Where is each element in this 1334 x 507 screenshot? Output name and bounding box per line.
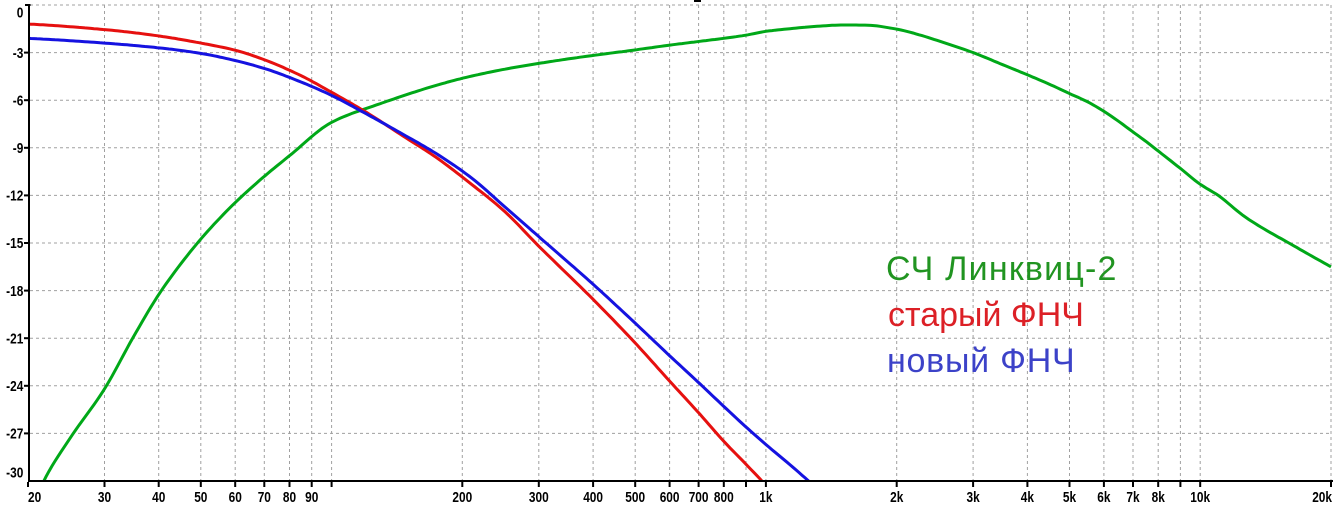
svg-text:400: 400 (583, 489, 603, 505)
svg-text:-27: -27 (6, 426, 23, 442)
svg-text:8k: 8k (1152, 489, 1166, 505)
svg-text:-12: -12 (6, 188, 23, 204)
svg-text:500: 500 (625, 489, 645, 505)
svg-text:6k: 6k (1097, 489, 1111, 505)
svg-text:2k: 2k (890, 489, 904, 505)
svg-text:-15: -15 (6, 235, 23, 251)
svg-text:700: 700 (689, 489, 709, 505)
svg-text:1k: 1k (759, 489, 773, 505)
svg-text:0: 0 (17, 5, 24, 21)
svg-text:старый ФНЧ: старый ФНЧ (888, 296, 1084, 334)
svg-text:-30: -30 (6, 465, 23, 481)
svg-text:7k: 7k (1126, 489, 1140, 505)
svg-text:300: 300 (529, 489, 549, 505)
svg-text:800: 800 (714, 489, 734, 505)
svg-text:50: 50 (194, 489, 207, 505)
svg-text:30: 30 (98, 489, 111, 505)
svg-text:90: 90 (305, 489, 318, 505)
svg-text:40: 40 (152, 489, 165, 505)
svg-text:70: 70 (258, 489, 271, 505)
svg-text:-24: -24 (6, 378, 24, 394)
svg-text:-3: -3 (13, 45, 24, 61)
svg-text:80: 80 (283, 489, 296, 505)
svg-text:200: 200 (452, 489, 472, 505)
svg-text:10k: 10k (1190, 489, 1210, 505)
svg-text:СЧ Линквиц-2: СЧ Линквиц-2 (886, 250, 1118, 288)
svg-text:60: 60 (229, 489, 242, 505)
svg-text:-21: -21 (6, 330, 23, 346)
svg-text:4k: 4k (1021, 489, 1035, 505)
svg-text:3k: 3k (967, 489, 981, 505)
svg-text:-18: -18 (6, 283, 23, 299)
svg-text:20: 20 (28, 489, 41, 505)
svg-text:новый ФНЧ: новый ФНЧ (887, 342, 1075, 380)
svg-text:600: 600 (660, 489, 680, 505)
svg-text:20k: 20k (1312, 489, 1332, 505)
svg-text:-6: -6 (13, 92, 24, 108)
svg-text:-9: -9 (13, 140, 24, 156)
svg-text:5k: 5k (1063, 489, 1077, 505)
